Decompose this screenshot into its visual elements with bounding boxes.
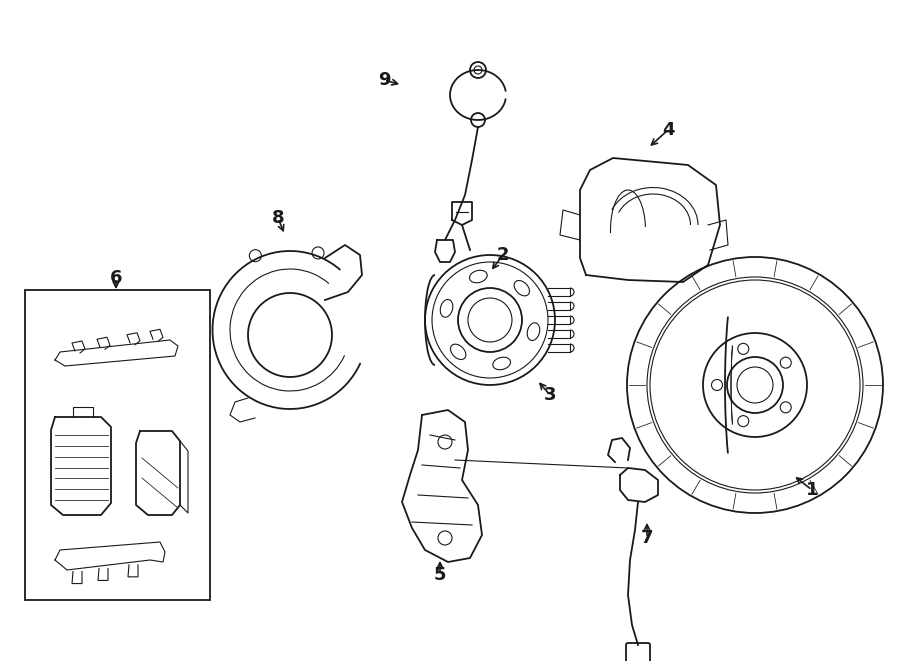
Text: 5: 5: [434, 566, 446, 584]
Text: 4: 4: [662, 121, 674, 139]
Text: 2: 2: [497, 246, 509, 264]
Text: 8: 8: [272, 209, 284, 227]
Text: 3: 3: [544, 386, 556, 404]
Text: 9: 9: [378, 71, 391, 89]
Text: 1: 1: [806, 481, 818, 499]
Text: 6: 6: [110, 269, 122, 287]
Bar: [25, 290, 210, 600]
Text: 7: 7: [641, 529, 653, 547]
